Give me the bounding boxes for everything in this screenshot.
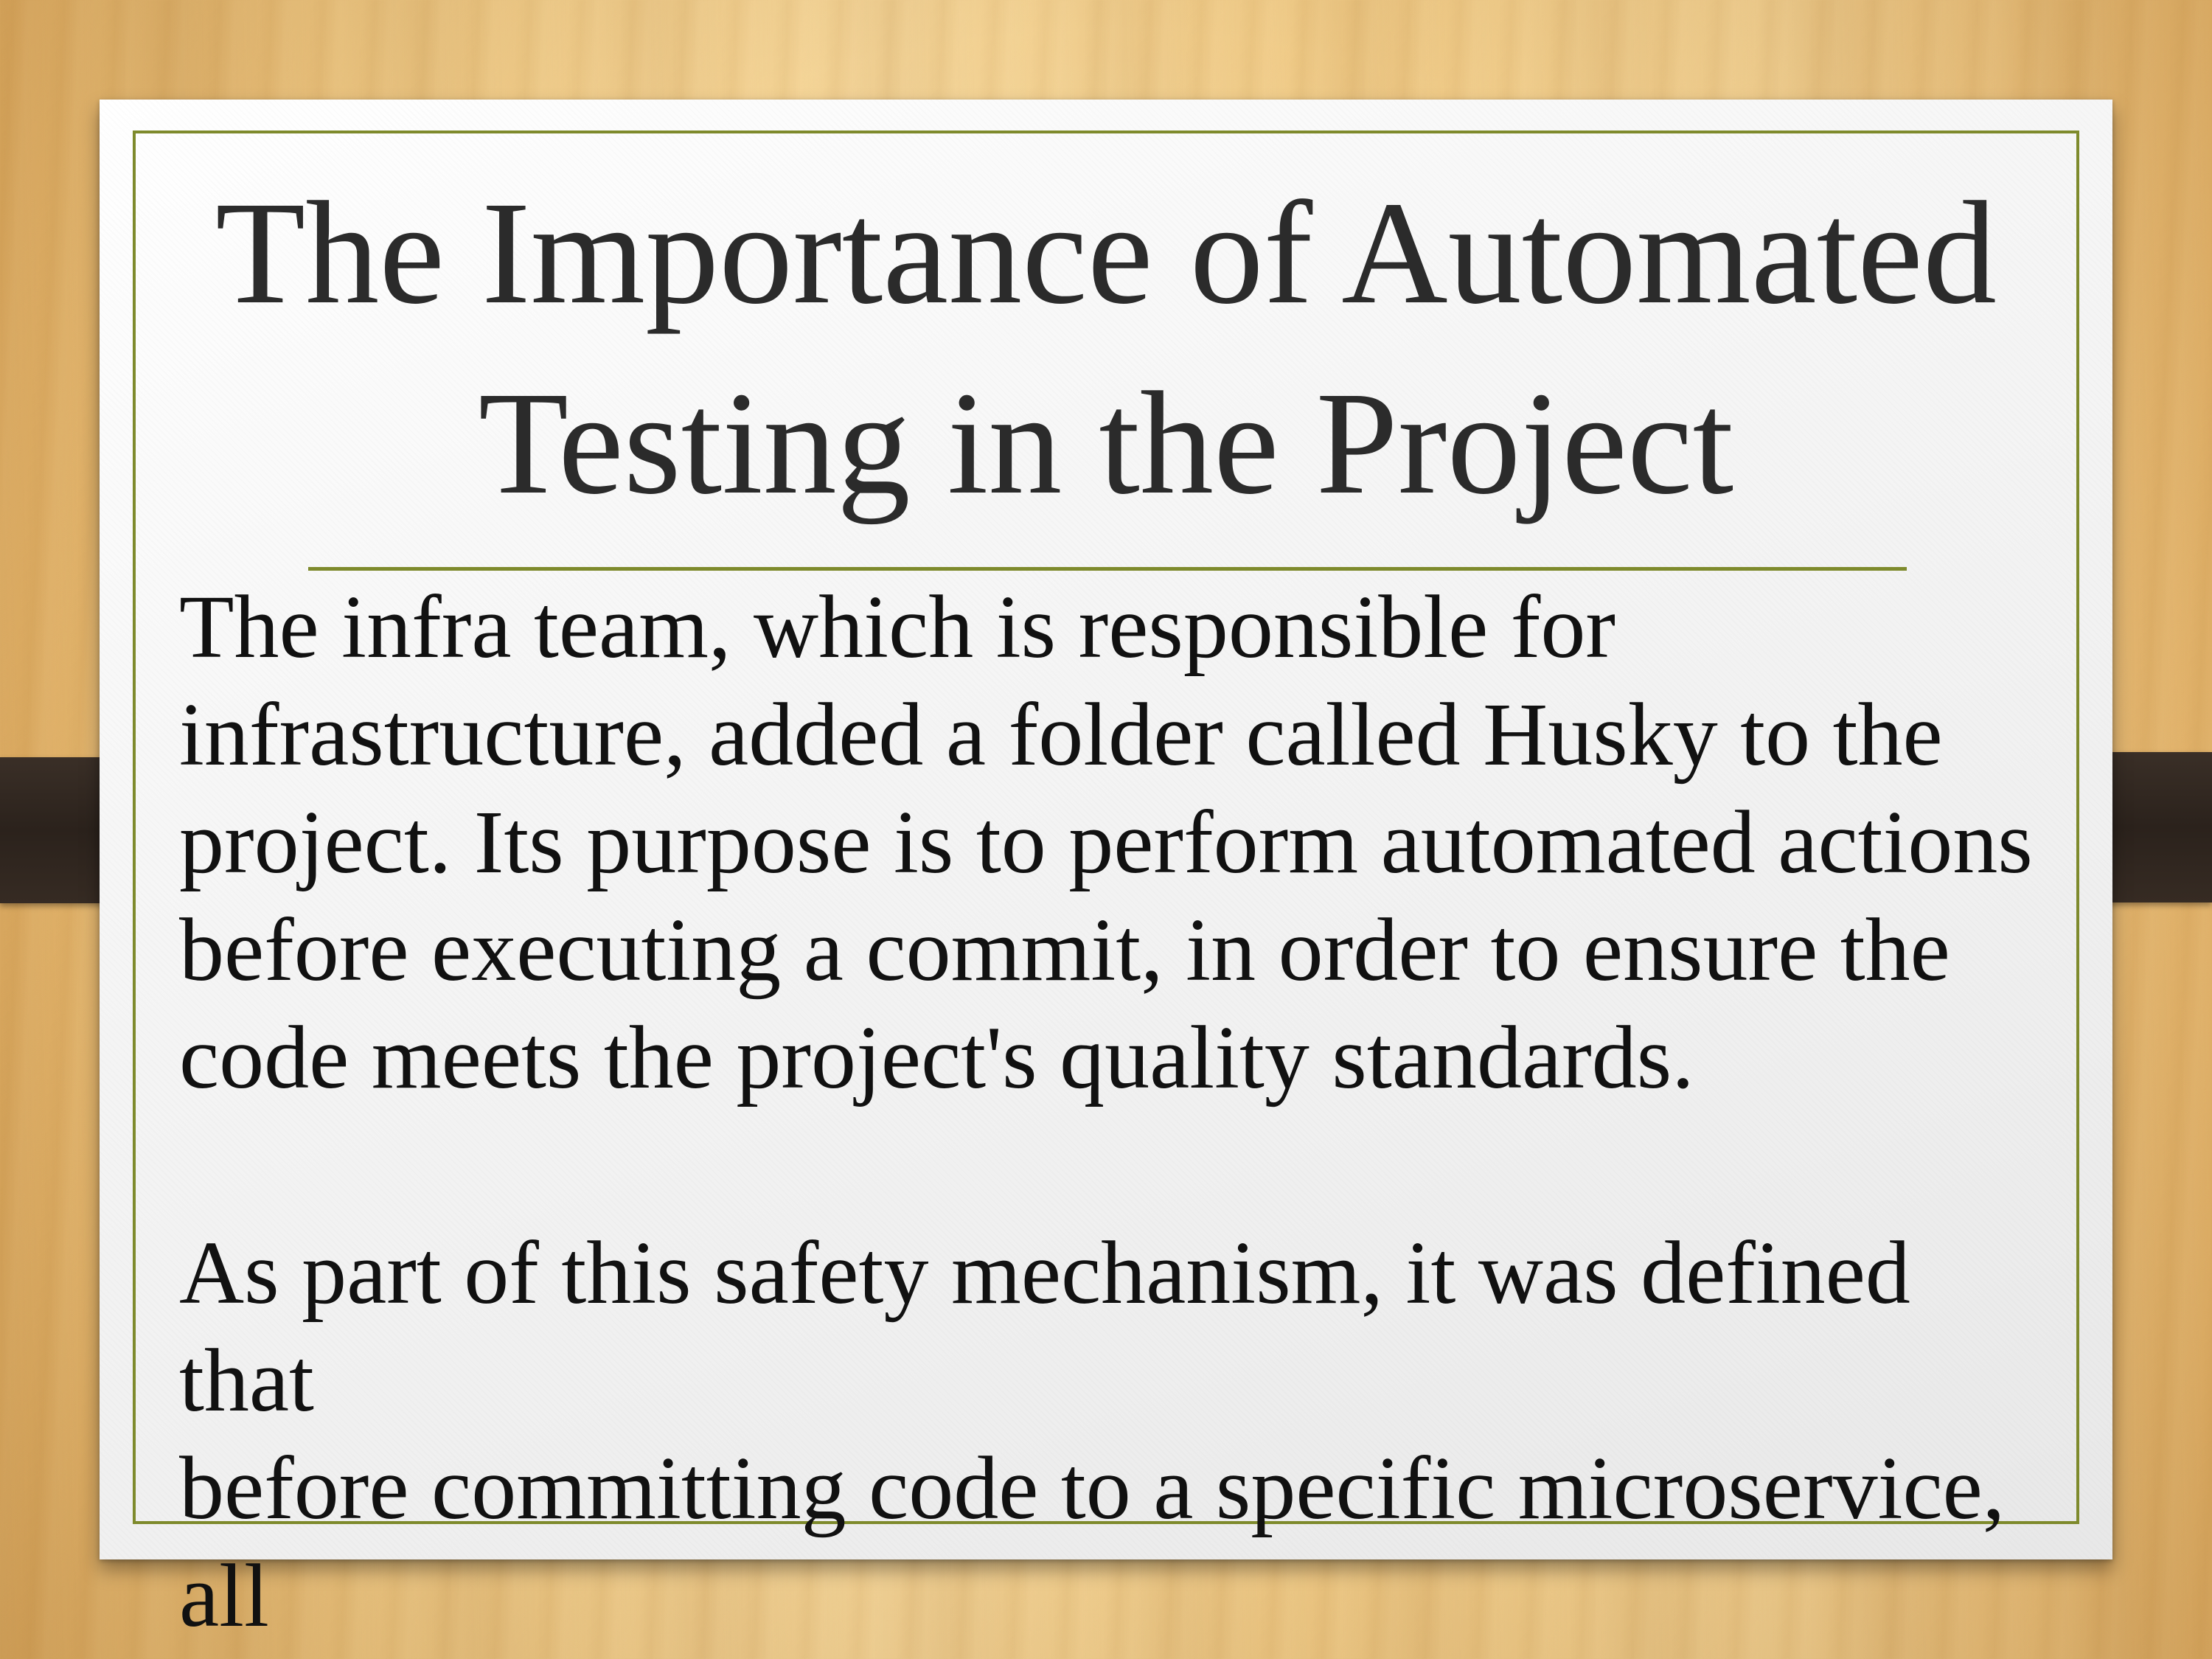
body-line: project. Its purpose is to perform autom… <box>179 793 2033 892</box>
slide-title-line-1: The Importance of Automated <box>215 172 1997 335</box>
body-line: code meets the project's quality standar… <box>179 1008 1694 1107</box>
slide-title-line-2: Testing in the Project <box>478 362 1734 525</box>
slide-body: The infra team, which is responsible for… <box>179 574 2067 1659</box>
slide-paper <box>100 100 2112 1559</box>
body-line: before committing code to a specific mic… <box>179 1439 2006 1646</box>
body-line: The infra team, which is responsible for <box>179 577 1616 677</box>
body-line: its unit tests must be run successfully. <box>179 1654 1535 1659</box>
slide-title: The Importance of Automated Testing in t… <box>133 159 2079 539</box>
title-divider <box>308 567 1907 571</box>
body-line: infrastructure, added a folder called Hu… <box>179 685 1943 785</box>
body-paragraph-1: The infra team, which is responsible for… <box>179 574 2067 1112</box>
body-line: before executing a commit, in order to e… <box>179 900 1950 1000</box>
body-paragraph-2: As part of this safety mechanism, it was… <box>179 1220 2067 1659</box>
slide-frame-border <box>133 131 2079 1524</box>
body-line: As part of this safety mechanism, it was… <box>179 1223 1910 1430</box>
